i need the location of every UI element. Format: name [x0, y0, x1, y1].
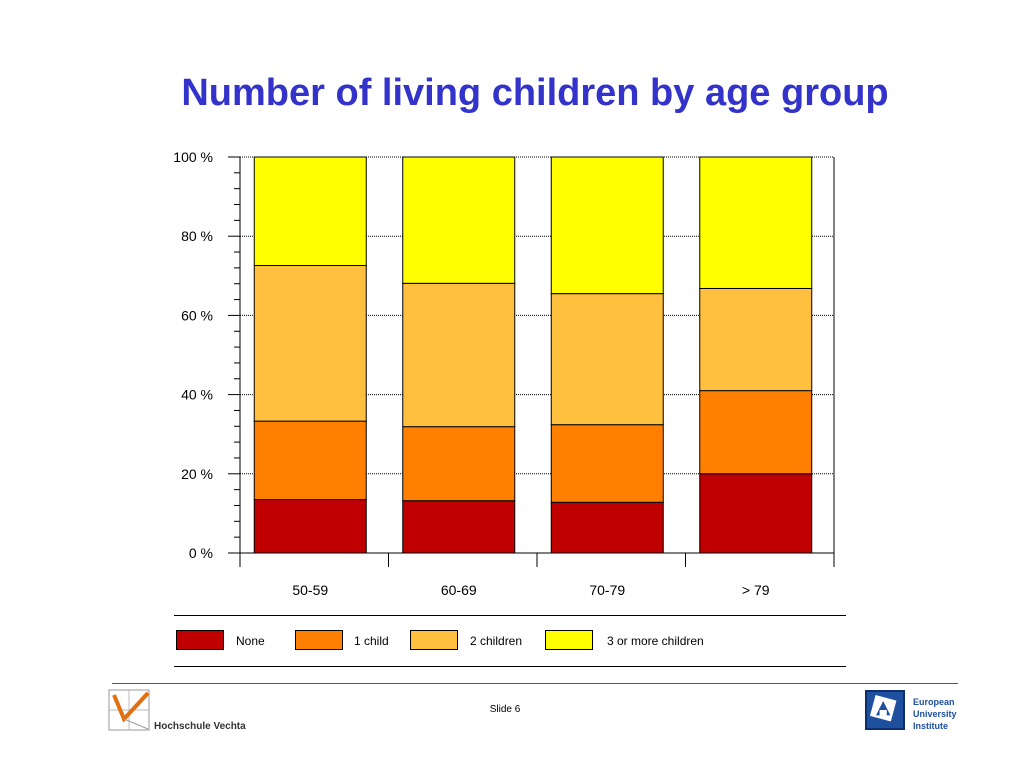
y-tick-label: 20 % [181, 466, 213, 482]
legend-swatch-1-child [295, 630, 343, 650]
x-tick-label: 60-69 [441, 582, 477, 598]
slide-number: Slide 6 [489, 704, 521, 715]
y-tick-label: 100 % [173, 149, 213, 165]
eui-name-line-3: Institute [913, 721, 948, 731]
bar-segment [253, 265, 367, 422]
bar-segment [699, 390, 813, 475]
legend-swatch-3-or-more [545, 630, 593, 650]
eui-name-line-2: University [913, 709, 957, 719]
y-tick-label: 60 % [181, 307, 213, 323]
legend-label-none: None [236, 634, 265, 648]
x-tick-label: 50-59 [292, 582, 328, 598]
x-tick-label: 70-79 [589, 582, 625, 598]
chart-legend: None 1 child 2 children 3 or more childr… [174, 615, 846, 667]
y-tick-label: 80 % [181, 228, 213, 244]
bar-segment [699, 156, 813, 289]
bar-segment [402, 426, 516, 502]
bar-segment [402, 156, 516, 284]
legend-label-1-child: 1 child [354, 634, 389, 648]
bar-segment [402, 500, 516, 554]
bar-segment [253, 499, 367, 554]
x-tick-label: > 79 [742, 582, 770, 598]
bar-segment [699, 287, 813, 392]
eui-logo-icon [865, 690, 905, 730]
legend-label-2-children: 2 children [470, 634, 523, 648]
hochschule-vechta-name: Hochschule Vechta [154, 721, 246, 732]
eui-name-line-1: European [913, 697, 955, 707]
bar-segment [253, 420, 367, 501]
legend-swatch-2-children [410, 630, 458, 650]
y-tick-label: 40 % [181, 387, 213, 403]
y-tick-label: 0 % [189, 545, 213, 561]
slide-title: Number of living children by age group [181, 72, 889, 114]
hochschule-vechta-logo-icon [108, 689, 150, 731]
footer-divider [112, 683, 958, 684]
bar-segment [253, 156, 367, 267]
bar-segment [699, 473, 813, 554]
bar-segment [550, 156, 664, 295]
legend-label-3-or-more: 3 or more children [607, 634, 704, 648]
stacked-bar-chart: 50-59 60-69 70-79 > 79 0 % 20 % 40 % 60 % 80 % 10… [173, 149, 835, 598]
eui-name: European University Institute [913, 696, 957, 732]
bar-segment [550, 501, 664, 554]
bar-segment [550, 424, 664, 503]
bar-segment [402, 282, 516, 428]
legend-swatch-none [176, 630, 224, 650]
bar-segment [550, 293, 664, 426]
